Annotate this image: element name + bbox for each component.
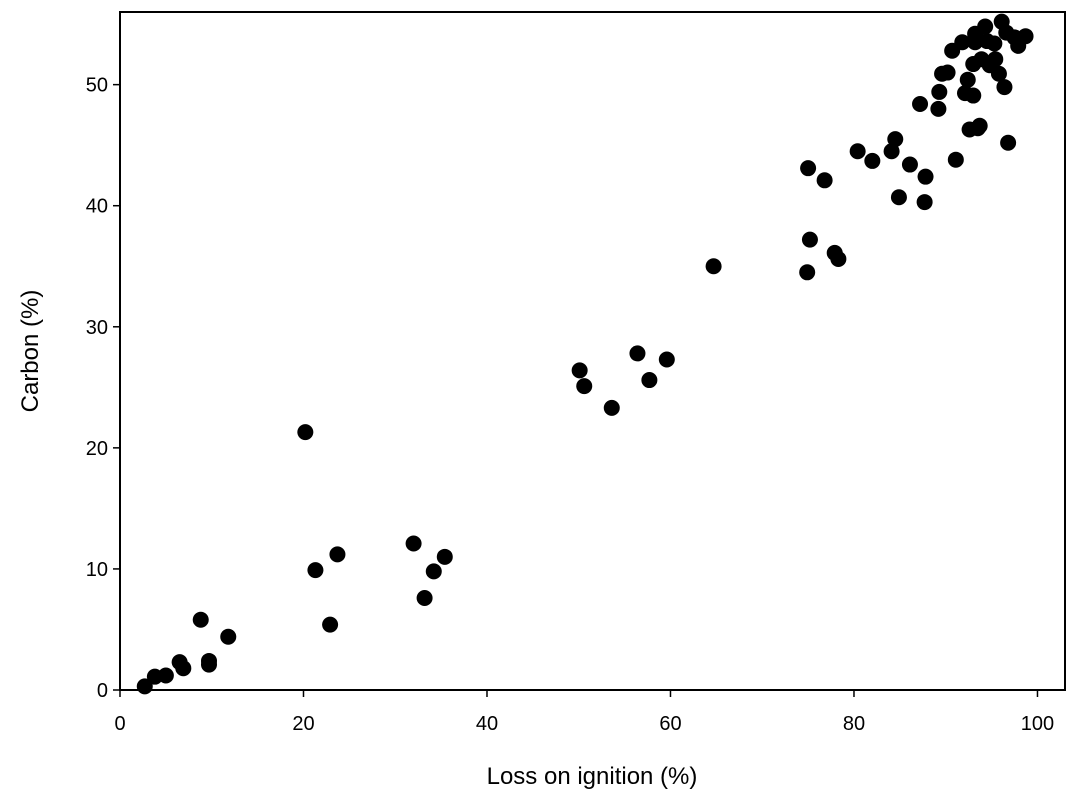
point — [799, 264, 816, 281]
point — [416, 589, 433, 606]
point — [1017, 28, 1034, 45]
point — [947, 151, 964, 168]
point — [200, 656, 217, 673]
point — [175, 660, 192, 677]
y-axis-title: Carbon (%) — [17, 290, 44, 413]
point — [297, 424, 314, 441]
y-tick-label: 0 — [97, 680, 108, 702]
point — [571, 362, 588, 379]
point — [959, 71, 976, 88]
point — [977, 18, 994, 35]
point — [965, 87, 982, 104]
point — [322, 616, 339, 633]
point — [971, 117, 988, 134]
plot-frame — [119, 11, 1066, 691]
point — [1000, 134, 1017, 151]
point — [801, 231, 818, 248]
x-tick-label: 20 — [292, 713, 314, 735]
point — [912, 96, 929, 113]
point — [967, 34, 984, 51]
point — [136, 678, 153, 695]
point — [192, 611, 209, 628]
point — [917, 168, 934, 185]
point — [641, 372, 658, 389]
point — [986, 35, 1003, 52]
point — [658, 351, 675, 368]
y-tick-label: 20 — [86, 438, 108, 460]
point — [157, 667, 174, 684]
x-tick-label: 60 — [659, 713, 681, 735]
x-tick-label: 40 — [476, 713, 498, 735]
point — [576, 378, 593, 395]
point — [849, 143, 866, 160]
point — [329, 546, 346, 563]
point — [996, 79, 1013, 96]
point — [220, 628, 237, 645]
point — [916, 194, 933, 211]
point — [990, 65, 1007, 82]
x-tick-label: 0 — [114, 713, 125, 735]
y-tick-label: 10 — [86, 559, 108, 581]
point — [405, 535, 422, 552]
point — [864, 152, 881, 169]
point — [901, 156, 918, 173]
point — [800, 160, 817, 177]
point — [954, 34, 971, 51]
point — [425, 563, 442, 580]
point — [603, 399, 620, 416]
point — [705, 258, 722, 275]
point — [987, 51, 1004, 68]
point — [830, 250, 847, 267]
x-tick-label: 80 — [843, 713, 865, 735]
x-tick-label: 100 — [1021, 713, 1054, 735]
point — [436, 548, 453, 565]
point — [890, 189, 907, 206]
point — [939, 64, 956, 81]
point — [930, 100, 947, 117]
point — [931, 83, 948, 100]
point — [816, 172, 833, 189]
point — [883, 143, 900, 160]
y-tick-label: 30 — [86, 317, 108, 339]
y-tick-label: 40 — [86, 196, 108, 218]
x-axis-title: Loss on ignition (%) — [487, 763, 698, 790]
point — [887, 131, 904, 148]
point — [307, 562, 324, 579]
y-tick-label: 50 — [86, 75, 108, 97]
point — [629, 345, 646, 362]
